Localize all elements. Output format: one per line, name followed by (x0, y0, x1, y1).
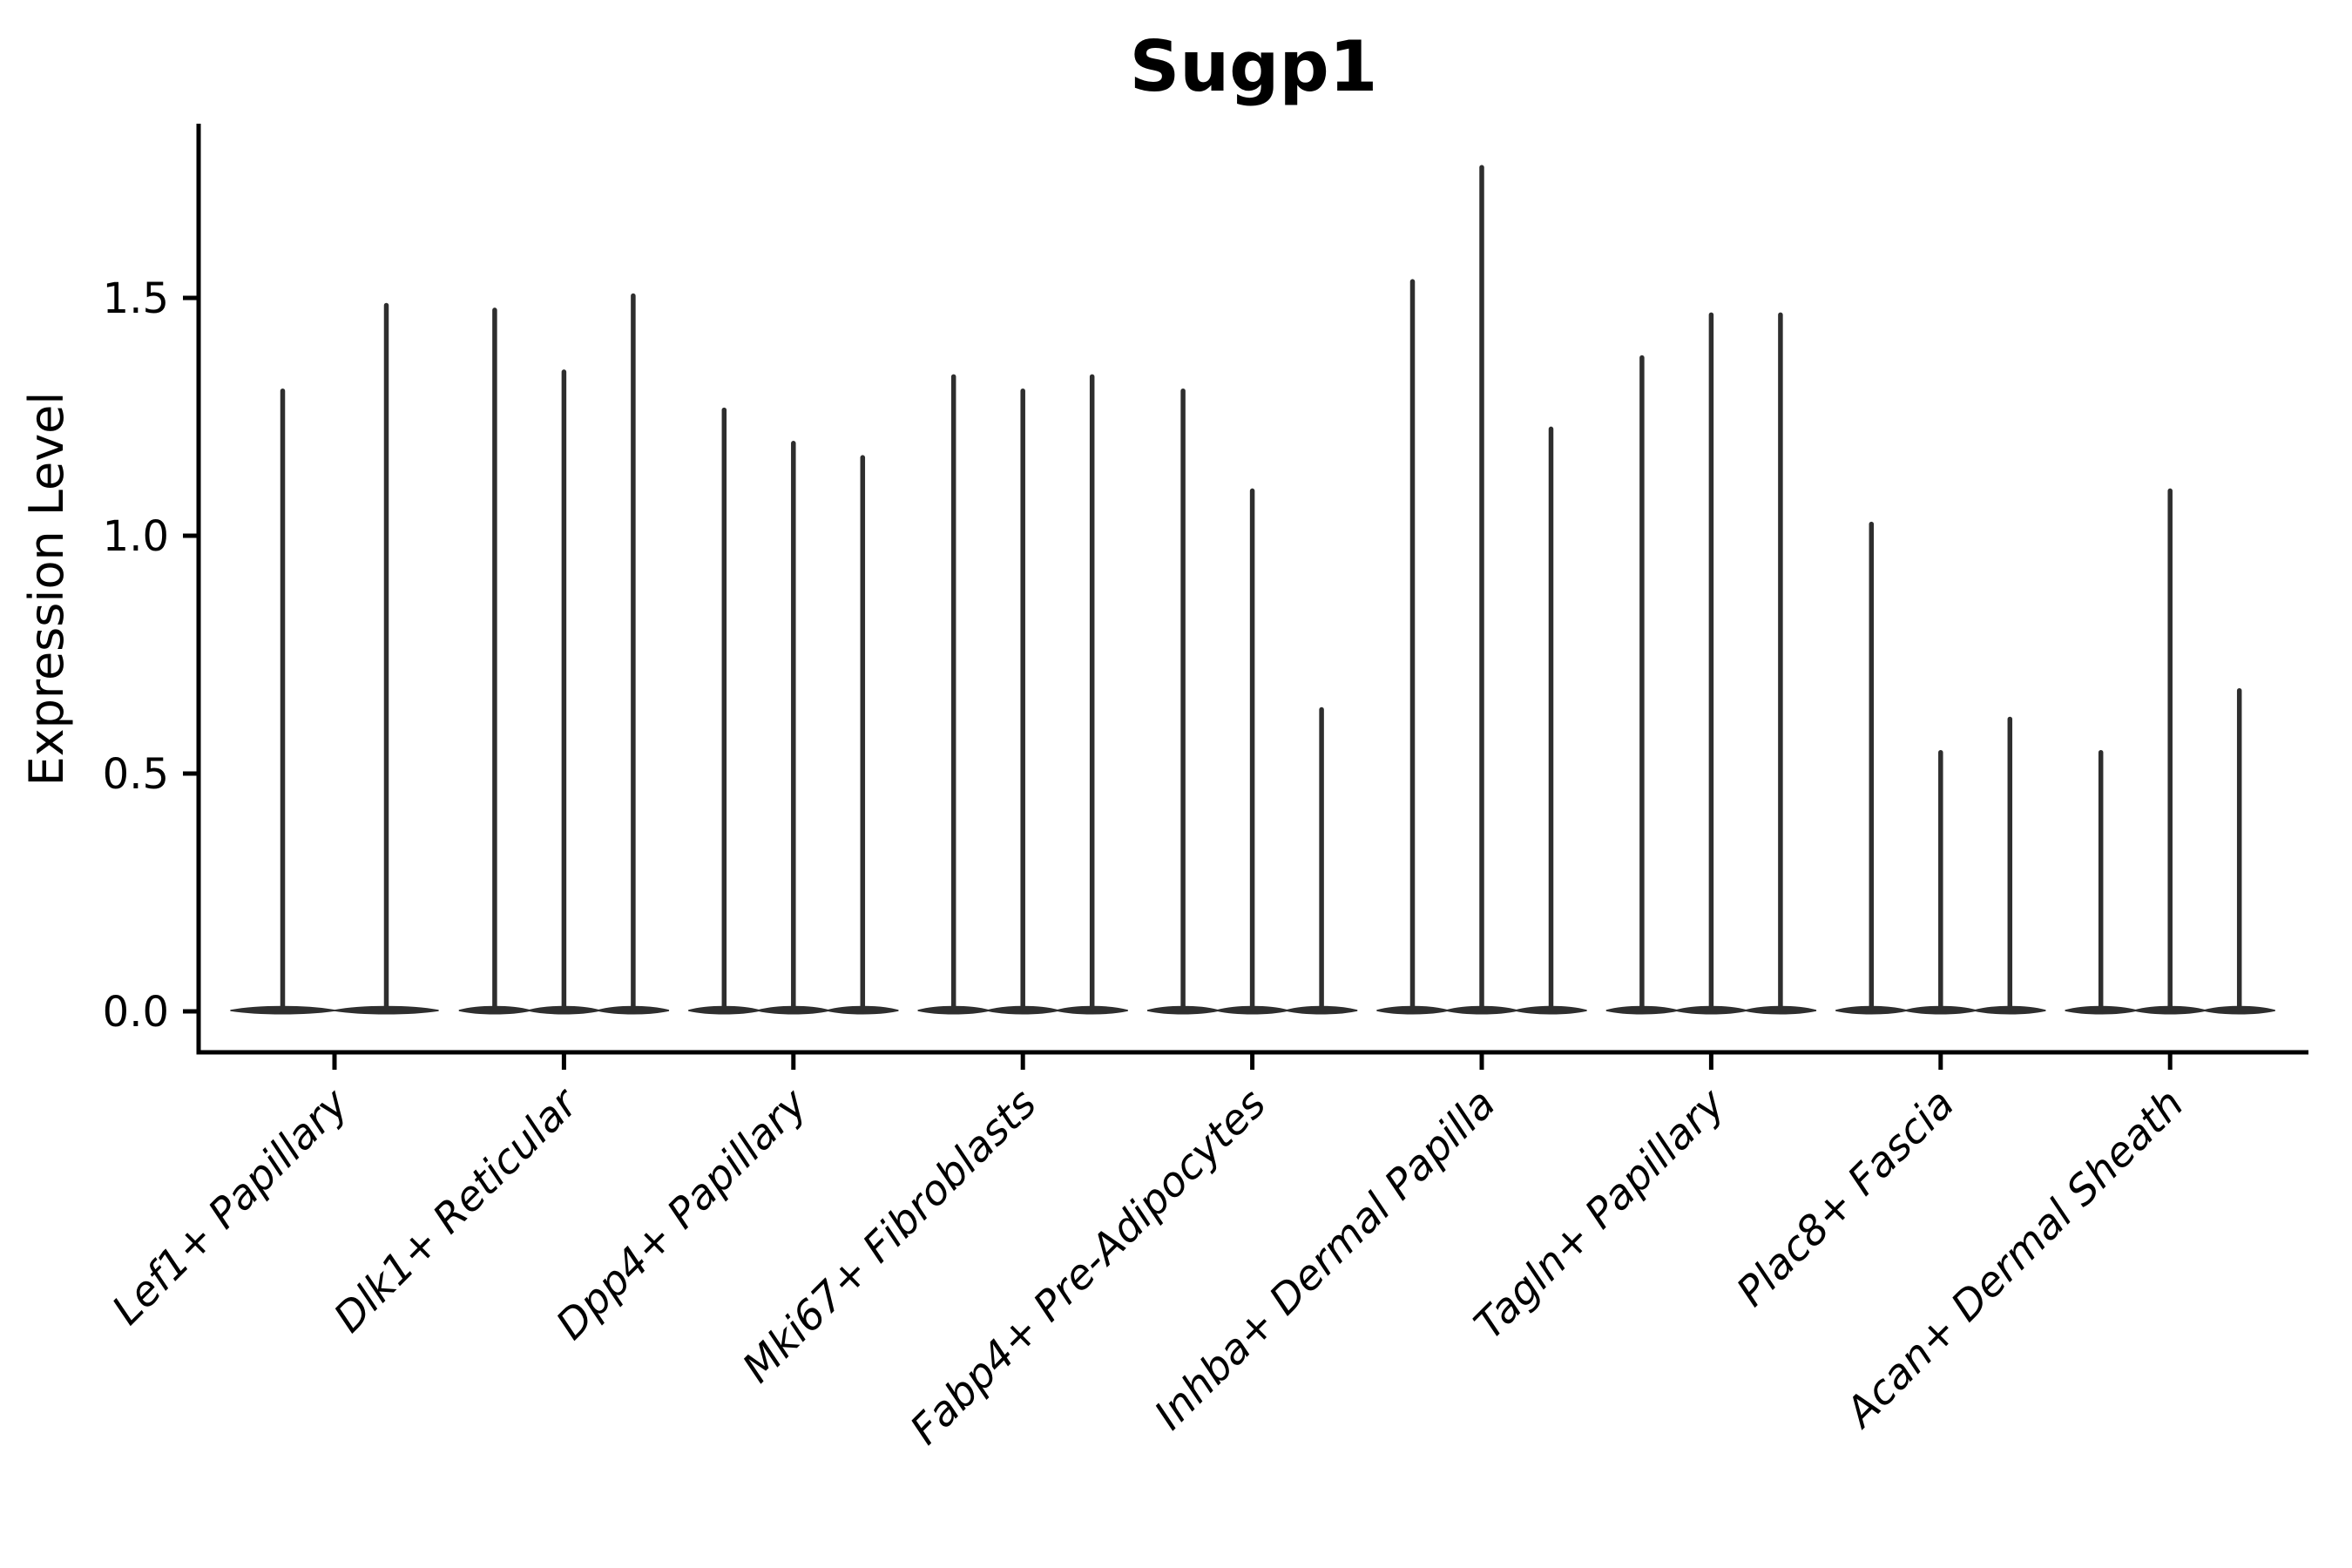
y-tick-label: 0.5 (103, 750, 169, 799)
violin-base (917, 1005, 990, 1015)
violin-group (688, 407, 899, 1015)
violin-group (1835, 521, 2046, 1015)
x-tick-label: Tagln+ Papillary (1465, 1079, 1735, 1349)
violin-base (2134, 1005, 2207, 1015)
violin-base (1744, 1005, 1817, 1015)
violin-group (1146, 388, 1358, 1015)
violin-base (1445, 1005, 1518, 1015)
violin-base (1515, 1005, 1587, 1015)
violin-base (2065, 1005, 2137, 1015)
plot-title: Sugp1 (1130, 26, 1378, 107)
x-tick-label: Lef1+ Papillary (103, 1079, 358, 1335)
violin-base (827, 1005, 899, 1015)
y-ticks: 0.0 0.5 1.0 1.5 (103, 274, 199, 1037)
violin-base (1376, 1005, 1449, 1015)
violin-base (597, 1005, 670, 1015)
y-tick-label: 1.0 (103, 512, 169, 561)
violin-group (230, 302, 439, 1015)
y-tick-label: 1.5 (103, 274, 169, 323)
violin-base (987, 1005, 1059, 1015)
violin-base (1056, 1005, 1128, 1015)
violin-base (458, 1005, 531, 1015)
violin-base (688, 1005, 760, 1015)
violin-base (2203, 1005, 2275, 1015)
violin-group (2065, 488, 2275, 1015)
x-tick-label: Plac8+ Fascia (1727, 1080, 1963, 1316)
violin-base (1146, 1005, 1220, 1015)
violin-base (1974, 1005, 2046, 1015)
violin-base (1216, 1005, 1288, 1015)
x-tick-label: Dpp4+ Papillary (547, 1079, 817, 1349)
violin-base (1605, 1005, 1679, 1015)
y-axis-label: Expression Level (19, 392, 74, 787)
violin-base (334, 1005, 439, 1015)
violin-base (1835, 1005, 1908, 1015)
x-tick-label: Dlk1+ Reticular (325, 1078, 589, 1342)
violin-base (1904, 1005, 1977, 1015)
violin-base (230, 1005, 335, 1015)
violin-group (1376, 165, 1587, 1015)
violin-base (757, 1005, 829, 1015)
violin-base (1285, 1005, 1358, 1015)
violins-layer (230, 165, 2275, 1015)
violin-base (528, 1005, 600, 1015)
violin-group (1605, 312, 1817, 1015)
y-tick-label: 0.0 (103, 988, 169, 1037)
violin-group (458, 293, 670, 1015)
violin-base (1675, 1005, 1747, 1015)
violin-group (917, 374, 1128, 1015)
